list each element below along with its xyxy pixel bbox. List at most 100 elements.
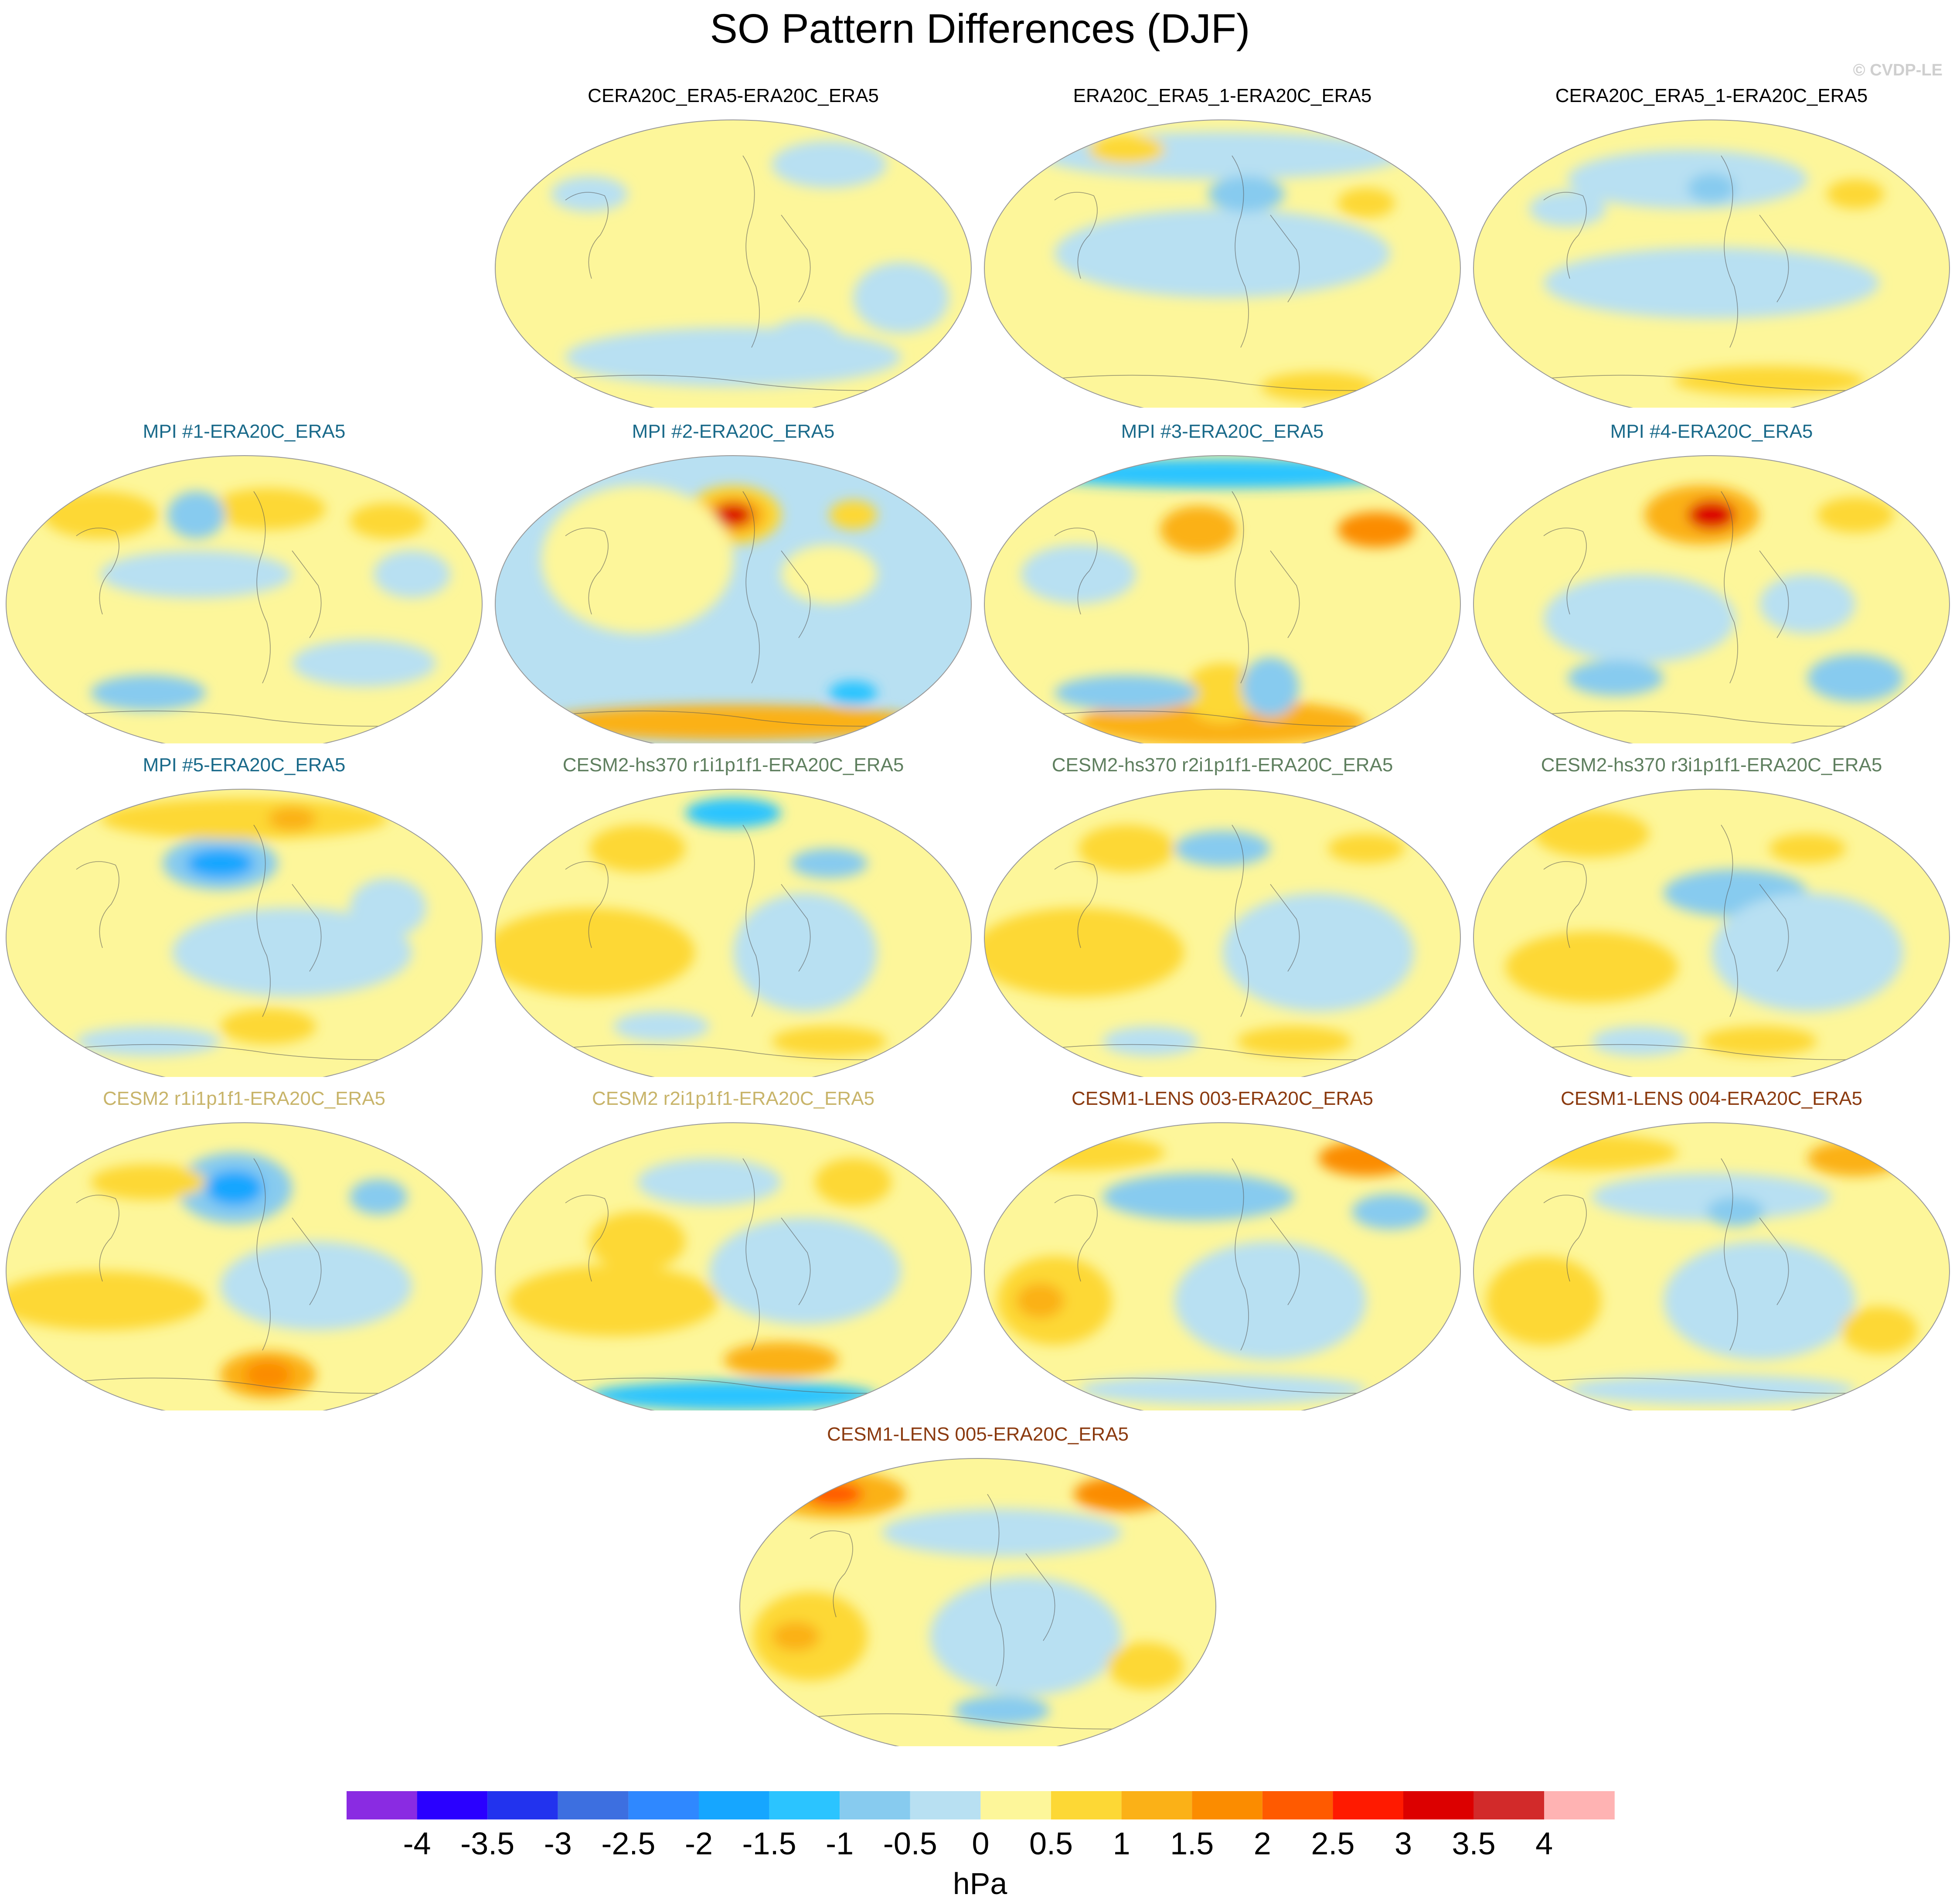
map-panel-mpi-3: MPI #3-ERA20C_ERA5 [983,421,1462,752]
map-mpi-2 [495,455,972,743]
colorbar-swatch [1192,1791,1262,1819]
map-mpi-3 [984,455,1461,743]
anomaly-region [220,1241,412,1330]
anomaly-region [541,705,925,740]
anomaly-region [1055,209,1390,298]
anomaly-region [1568,150,1807,209]
map-era20c-era5-1 [984,119,1461,408]
anomaly-region [1841,1306,1918,1354]
coastline [1006,824,1443,1060]
map-mpi-1 [6,455,483,743]
anomaly-region [1055,675,1198,711]
map-panel-cesm2-r1: CESM2 r1i1p1f1-ERA20C_ERA5 [4,1088,484,1419]
colorbar-swatch [628,1791,699,1819]
map-panel-mpi-4: MPI #4-ERA20C_ERA5 [1472,421,1951,752]
anomaly-region [172,908,412,997]
map-mpi-5 [6,789,483,1077]
anomaly-region [1769,834,1846,863]
anomaly-region [589,1212,685,1271]
anomaly-region [350,878,426,937]
map-panel-cesm2-r2: CESM2 r2i1p1f1-ERA20C_ERA5 [493,1088,973,1419]
anomaly-region [220,1008,316,1044]
map-panel-cesm2hs-r2: CESM2-hs370 r2i1p1f1-ERA20C_ERA5 [983,754,1462,1086]
anomaly-region [1208,176,1285,212]
anomaly-region [767,318,844,366]
colorbar-tick-label: 2 [1254,1826,1271,1861]
anomaly-region [350,1179,407,1215]
map-panel-cera20c-era5: CERA20C_ERA5-ERA20C_ERA5 [493,85,973,416]
anomaly-region [1079,1375,1366,1404]
colorbar-tick-label: -1.5 [742,1826,796,1861]
colorbar-swatch [769,1791,840,1819]
anomaly-region [100,798,388,840]
anomaly-region [211,488,326,530]
map-border [6,1122,483,1410]
anomaly-region [1088,135,1165,164]
colorbar-swatch [558,1791,629,1819]
map-border [739,1458,1216,1746]
anomaly-region [244,1360,292,1390]
anomaly-region [508,1265,719,1336]
coastline [28,824,465,1060]
panel-title: CESM1-LENS 005-ERA20C_ERA5 [827,1424,1129,1445]
colorbar-swatch [1262,1791,1333,1819]
anomaly-region [829,681,877,705]
map-cesm1-005 [739,1458,1216,1746]
map-border [984,119,1461,408]
coastline [517,824,954,1060]
anomaly-region [1759,574,1855,634]
map-cesm2-r2 [495,1122,972,1410]
anomaly-region [551,176,628,212]
panel-title: CESM2-hs370 r2i1p1f1-ERA20C_ERA5 [1051,754,1393,776]
anomaly-region [685,798,781,828]
colorbar-swatch [699,1791,769,1819]
colorbar-tick-label: -3.5 [460,1826,514,1861]
anomaly-region [637,1158,781,1206]
anomaly-region [1352,1194,1429,1230]
colorbar-tick-label: -2 [685,1826,713,1861]
panel-title: MPI #4-ERA20C_ERA5 [1610,421,1813,442]
anomaly-region [781,545,877,604]
coastline [1006,1158,1443,1394]
anomaly-region [1102,1173,1294,1221]
anomaly-region [984,908,1184,997]
anomaly-region [1702,1026,1817,1056]
coastline [517,1158,954,1394]
anomaly-region [268,807,316,831]
colorbar-tick-label: 3 [1395,1826,1412,1861]
anomaly-region [1107,1642,1184,1690]
anomaly-region [829,500,877,530]
colorbar-tick-label: -1 [826,1826,854,1861]
anomaly-region [1079,824,1174,872]
anomaly-region [733,893,877,1012]
map-border [984,789,1461,1077]
anomaly-region [772,140,887,188]
panel-title: MPI #5-ERA20C_ERA5 [143,754,346,776]
colorbar-swatch [910,1791,981,1819]
colorbar-swatch [1121,1791,1192,1819]
map-cesm1-003 [984,1122,1461,1410]
map-cesm2-r1 [6,1122,483,1410]
coastline [1006,491,1443,727]
anomaly-region [1160,506,1237,554]
colorbar-swatch [487,1791,558,1819]
coastline [28,1158,465,1394]
coastline [762,1494,1198,1730]
coastline [1006,155,1443,391]
map-cera20c-era5 [495,119,972,408]
colorbar-unit: hPa [953,1867,1007,1901]
map-border [984,455,1461,743]
panel-title: CESM2-hs370 r1i1p1f1-ERA20C_ERA5 [562,754,904,776]
anomaly-region [1102,1026,1198,1056]
anomaly-region [1174,1241,1366,1360]
coastline [28,491,465,727]
anomaly-region [495,908,695,997]
colorbar-swatch [840,1791,910,1819]
coastline [517,155,954,391]
anomaly-region [350,503,426,539]
anomaly-region [589,824,685,872]
anomaly-region [43,491,158,539]
colorbar-tick-label: 4 [1535,1826,1553,1861]
map-border [6,455,483,743]
anomaly-region [1688,500,1735,530]
